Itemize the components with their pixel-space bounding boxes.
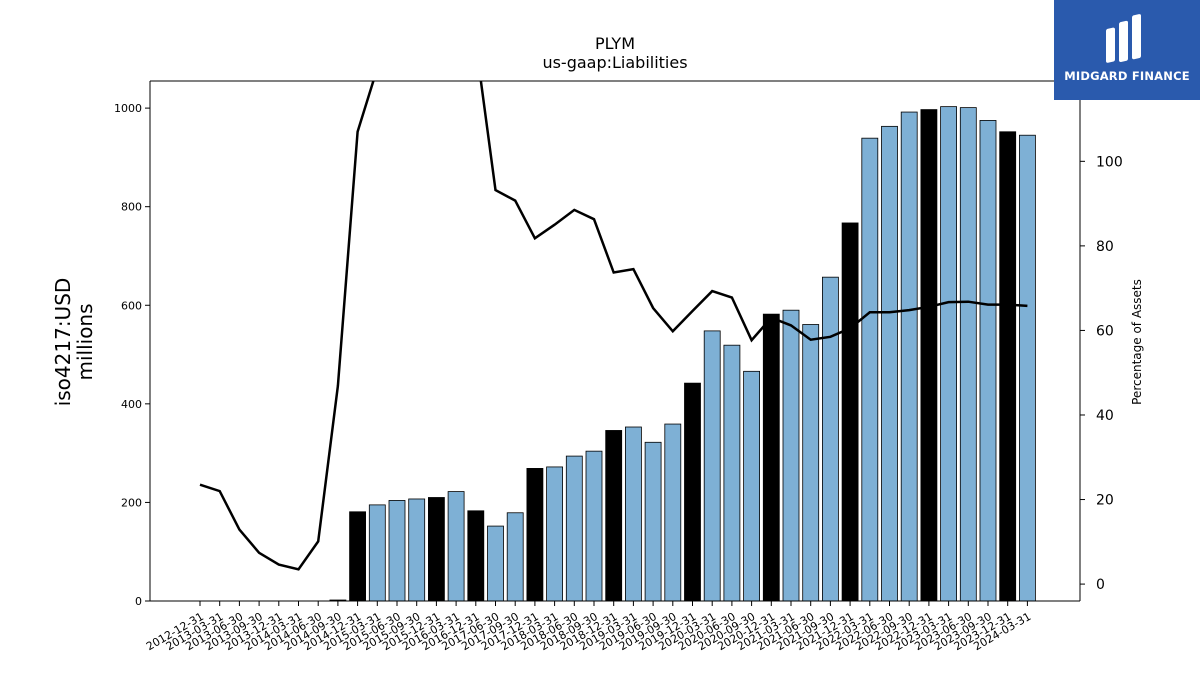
y-axis-label: iso4217:USDmillions	[51, 278, 97, 407]
bar	[959, 107, 977, 602]
y-tick-label: 400	[121, 398, 142, 411]
bar	[703, 330, 721, 602]
y-tick-label: 600	[121, 299, 142, 312]
y-tick-label: 1000	[114, 102, 142, 115]
bar	[841, 222, 859, 602]
plot-area: 020040060080010000204060801002012-12-312…	[114, 80, 1123, 653]
bar	[565, 455, 583, 602]
bar	[920, 109, 938, 602]
bar	[447, 491, 465, 602]
percentage-line	[199, 81, 1028, 571]
chart-subtitle: us-gaap:Liabilities	[542, 53, 687, 72]
bar	[999, 131, 1017, 602]
bar	[427, 497, 445, 602]
y2-tick-label: 0	[1096, 577, 1105, 593]
y2-tick-label: 40	[1096, 408, 1114, 424]
bar	[1019, 134, 1036, 602]
y-tick-label: 200	[121, 496, 142, 509]
bar	[506, 512, 524, 602]
bar	[762, 313, 780, 602]
y2-tick-label: 100	[1096, 154, 1123, 170]
bar	[644, 441, 662, 602]
bar	[979, 120, 997, 602]
midgard-finance-logo: MIDGARD FINANCE	[1054, 0, 1200, 100]
bar	[940, 106, 957, 602]
logo-mark-icon	[1106, 14, 1141, 63]
bar	[743, 370, 760, 602]
bar	[684, 382, 701, 602]
chart-title: PLYM	[595, 34, 635, 53]
bar	[408, 498, 426, 602]
bar	[487, 525, 504, 602]
bar	[881, 125, 898, 602]
bar	[822, 276, 839, 602]
bar	[723, 344, 741, 602]
bar	[625, 426, 642, 602]
bar	[467, 510, 485, 602]
bar	[349, 511, 367, 602]
bar	[368, 504, 386, 602]
bar	[861, 137, 879, 602]
bar	[782, 309, 800, 602]
y2-tick-label: 60	[1096, 323, 1114, 339]
logo-text: MIDGARD FINANCE	[1064, 69, 1190, 83]
y2-tick-label: 20	[1096, 493, 1114, 509]
bar	[605, 430, 623, 602]
y2-axis-label: Percentage of Assets	[1130, 279, 1144, 405]
y2-tick-label: 80	[1096, 239, 1114, 255]
bar	[526, 468, 544, 602]
bar	[802, 324, 820, 602]
bar	[585, 450, 603, 602]
bar	[388, 500, 406, 602]
bar	[546, 466, 563, 602]
y-tick-label: 0	[135, 595, 142, 608]
bar	[900, 111, 918, 602]
bar	[664, 423, 682, 602]
y-tick-label: 800	[121, 201, 142, 214]
